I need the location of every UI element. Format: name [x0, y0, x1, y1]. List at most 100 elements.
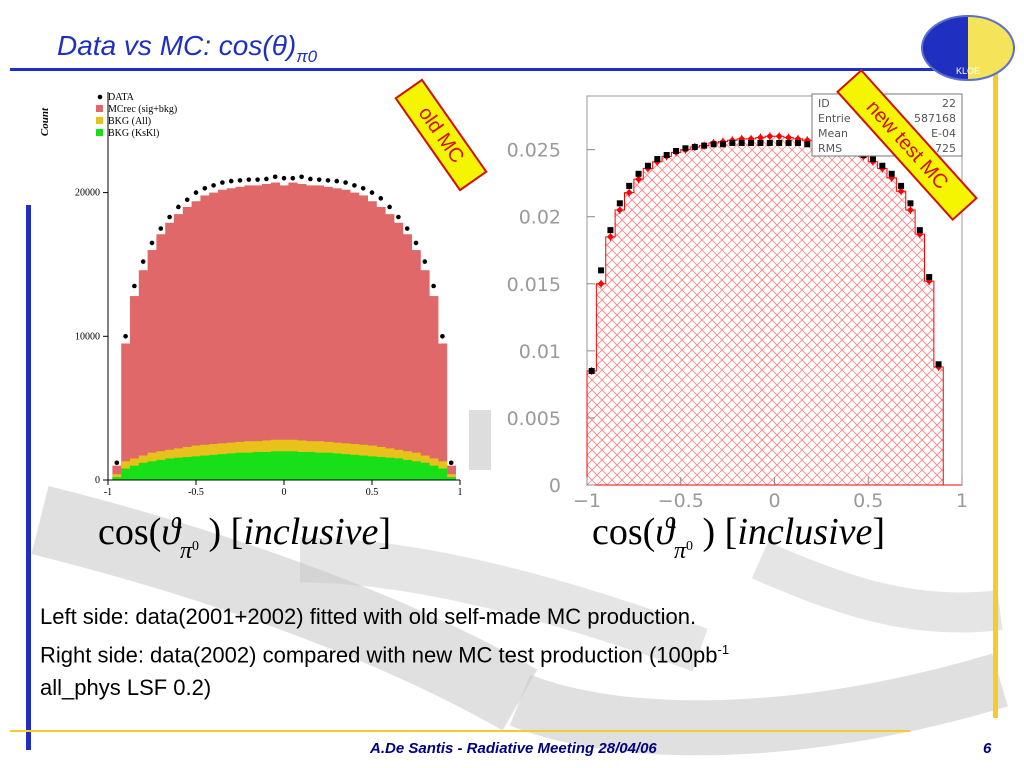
hatch-line: [656, 136, 962, 485]
data-point: [598, 267, 605, 274]
data-point: [352, 183, 357, 188]
hatch-line: [587, 136, 678, 485]
data-point: [757, 139, 764, 146]
histogram-bar: [262, 451, 272, 480]
y-tick-label: 10000: [75, 331, 100, 342]
data-point: [738, 139, 745, 146]
data-point: [879, 162, 886, 169]
histogram-bar: [112, 465, 122, 480]
histogram-bar: [165, 222, 175, 480]
data-point: [635, 170, 642, 177]
x-tick-label: 0: [282, 487, 287, 498]
mc-point: [635, 175, 643, 183]
data-point: [869, 156, 876, 163]
histogram-bar: [244, 185, 254, 480]
hatch-line: [776, 136, 962, 485]
histogram-bar: [121, 343, 131, 480]
caption: Left side: data(2001+2002) fitted with o…: [40, 600, 970, 704]
mc-point: [756, 134, 764, 142]
histogram-bar: [253, 185, 263, 480]
data-point: [158, 226, 164, 231]
slide-title: Data vs MC: cos(θ)π0: [57, 30, 317, 67]
formula-zero: 0: [192, 539, 199, 554]
histogram-bar: [314, 452, 324, 480]
data-point: [299, 174, 304, 180]
histogram-bar: [394, 222, 404, 480]
hatch-line: [587, 136, 828, 485]
histogram-bar: [279, 185, 289, 480]
stats-label: ID: [818, 97, 830, 110]
data-point: [325, 178, 331, 183]
data-point: [281, 175, 287, 181]
y-tick-label: 0.02: [519, 207, 561, 229]
legend-marker: [96, 117, 103, 124]
caption-line-3: all_phys LSF 0.2): [40, 675, 212, 701]
histogram-bar: [420, 270, 430, 480]
data-point: [272, 174, 278, 180]
mc-point: [785, 134, 793, 142]
stats-label: RMS: [818, 142, 842, 155]
x-tick-label: 0: [768, 490, 780, 510]
histogram-bar: [130, 465, 140, 480]
histogram-bar: [314, 185, 324, 480]
data-point: [691, 143, 698, 150]
histogram-bar: [323, 452, 333, 480]
y-tick-label: 0.01: [519, 341, 561, 363]
histogram-bar: [147, 250, 157, 480]
data-point: [776, 139, 783, 146]
mc-point: [766, 132, 774, 140]
data-point: [308, 176, 313, 182]
histogram-bar: [402, 459, 412, 480]
hatch-line: [587, 136, 698, 485]
data-point: [140, 259, 146, 264]
legend-label: BKG (All): [108, 116, 151, 127]
data-point: [626, 182, 633, 189]
histogram-bar: [270, 182, 280, 480]
footer-text: A.De Santis - Radiative Meeting 28/04/06: [370, 740, 657, 757]
histogram-bar: [218, 189, 228, 481]
stats-value: E-04: [931, 127, 956, 140]
formula-pi: π0: [674, 538, 693, 564]
mc-histogram-outline: [586, 135, 962, 486]
page-number: 6: [983, 740, 992, 757]
hatch-line: [826, 136, 962, 485]
data-point: [334, 178, 340, 184]
data-point: [907, 200, 914, 207]
x-tick-label: −0.5: [658, 490, 704, 510]
hatch-line: [836, 136, 962, 485]
legend-marker: [96, 105, 103, 112]
caption-line-2: Right side: data(2002) compared with new…: [40, 633, 970, 671]
hatch-line: [977, 88, 980, 485]
data-point: [123, 333, 128, 339]
hatch-line: [587, 136, 898, 485]
hatch-line: [587, 136, 838, 485]
hatch-line: [587, 136, 788, 485]
hatch-line: [587, 136, 798, 485]
histogram-bar: [332, 453, 342, 480]
legend-label: MCrec (sig+bkg): [108, 104, 177, 115]
hatch-line: [706, 136, 962, 485]
data-point: [888, 170, 895, 177]
data-point: [794, 139, 801, 146]
hatch-line: [587, 136, 868, 485]
data-point: [316, 177, 322, 182]
hatch-line: [716, 136, 962, 485]
y-tick-label: 0: [95, 475, 100, 486]
data-point: [211, 183, 216, 188]
data-point: [748, 139, 755, 146]
formula-close: ): [208, 511, 222, 553]
stats-value: 725: [935, 142, 956, 155]
histogram-bar: [191, 456, 201, 480]
left-accent-bar: [26, 205, 31, 750]
data-point: [176, 204, 181, 210]
formula-pi-symbol: π: [673, 538, 686, 564]
data-point: [132, 283, 137, 289]
data-point: [616, 200, 623, 207]
data-point: [290, 175, 296, 181]
stats-value: 587168: [914, 112, 956, 125]
data-point: [710, 141, 717, 148]
histogram-bar: [376, 457, 386, 480]
histogram-bar: [209, 192, 219, 480]
formula-zero: 0: [686, 539, 693, 554]
x-tick-label: 1: [458, 487, 463, 498]
